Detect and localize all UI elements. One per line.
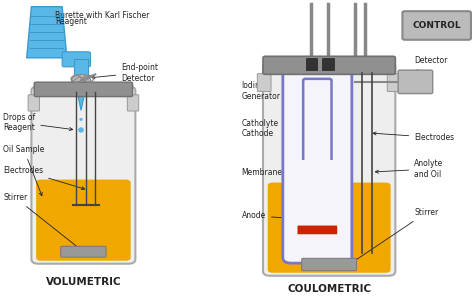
FancyBboxPatch shape <box>74 59 88 89</box>
Polygon shape <box>27 7 67 58</box>
FancyBboxPatch shape <box>268 183 391 273</box>
FancyBboxPatch shape <box>31 86 136 264</box>
Text: Anolyte
and Oil: Anolyte and Oil <box>375 159 444 179</box>
FancyBboxPatch shape <box>298 226 337 234</box>
Text: Membrane: Membrane <box>242 168 302 179</box>
FancyBboxPatch shape <box>387 74 401 92</box>
Text: Burette with Karl Fischer: Burette with Karl Fischer <box>55 11 149 20</box>
Text: Oil Sample: Oil Sample <box>3 145 45 196</box>
FancyBboxPatch shape <box>294 160 341 256</box>
Ellipse shape <box>78 127 84 133</box>
FancyBboxPatch shape <box>306 58 318 70</box>
Text: Anode: Anode <box>242 211 311 221</box>
FancyBboxPatch shape <box>398 70 433 94</box>
FancyBboxPatch shape <box>322 58 334 70</box>
Text: Electrodes: Electrodes <box>373 132 455 142</box>
FancyBboxPatch shape <box>303 79 331 163</box>
Polygon shape <box>76 88 86 111</box>
Text: Stirrer: Stirrer <box>351 208 438 263</box>
Text: Electrodes: Electrodes <box>3 166 84 190</box>
Text: Detector: Detector <box>403 56 447 80</box>
Text: Stirrer: Stirrer <box>3 193 81 249</box>
FancyBboxPatch shape <box>263 56 395 74</box>
Text: Catholyte
Cathode: Catholyte Cathode <box>242 119 309 138</box>
FancyBboxPatch shape <box>128 95 139 111</box>
Text: End-point
Detector: End-point Detector <box>92 63 158 82</box>
FancyBboxPatch shape <box>62 52 91 67</box>
FancyBboxPatch shape <box>302 258 356 271</box>
Text: Drops of
Reagent: Drops of Reagent <box>3 113 73 132</box>
Text: VOLUMETRIC: VOLUMETRIC <box>46 277 121 287</box>
Text: COULOMETRIC: COULOMETRIC <box>287 284 371 294</box>
FancyBboxPatch shape <box>36 180 131 261</box>
FancyBboxPatch shape <box>283 66 352 263</box>
FancyBboxPatch shape <box>402 11 471 40</box>
FancyBboxPatch shape <box>34 82 133 97</box>
FancyBboxPatch shape <box>61 246 106 257</box>
Text: CONTROL: CONTROL <box>412 21 461 30</box>
Text: Iodine
Generator: Iodine Generator <box>242 81 314 101</box>
Text: Reagent: Reagent <box>55 17 87 26</box>
Ellipse shape <box>72 74 91 86</box>
FancyBboxPatch shape <box>28 95 39 111</box>
FancyBboxPatch shape <box>257 74 271 92</box>
FancyBboxPatch shape <box>263 62 395 276</box>
Ellipse shape <box>79 118 82 121</box>
